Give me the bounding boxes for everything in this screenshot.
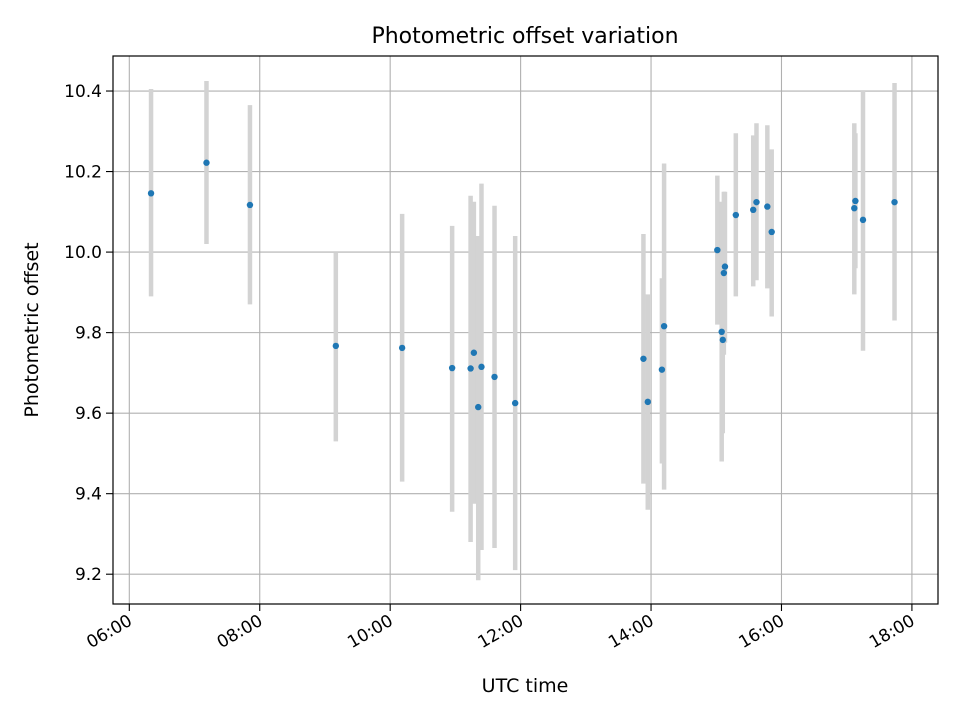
y-tick-label: 9.2 — [75, 565, 102, 585]
grid — [113, 56, 938, 604]
data-point — [750, 206, 757, 214]
data-point — [859, 216, 867, 224]
data-point — [467, 365, 474, 372]
x-axis-label: UTC time — [482, 675, 569, 697]
data-point — [768, 228, 775, 236]
data-point — [721, 263, 729, 270]
y-axis-ticks: 9.2 9.4 9.6 9.8 10.0 10.2 10.4 — [64, 82, 113, 585]
data-point — [891, 198, 898, 206]
data-point — [753, 198, 760, 206]
data-point — [470, 349, 478, 356]
data-points — [147, 159, 898, 411]
data-point — [246, 201, 254, 209]
y-tick-label: 10.0 — [64, 243, 102, 263]
y-tick-label: 9.8 — [75, 324, 102, 344]
data-point — [714, 246, 721, 254]
data-point — [511, 399, 519, 407]
plot-area — [113, 56, 938, 604]
data-point — [718, 328, 725, 336]
data-point — [332, 342, 340, 350]
data-point — [478, 363, 485, 371]
data-point — [644, 398, 651, 406]
y-tick-label: 9.4 — [75, 485, 102, 505]
data-point — [851, 204, 858, 212]
y-tick-label: 10.2 — [64, 163, 102, 183]
y-tick-label: 9.6 — [75, 404, 102, 424]
data-point — [203, 159, 210, 166]
data-point — [491, 373, 498, 381]
plot-frame — [112, 55, 939, 605]
data-point — [475, 403, 482, 411]
data-point — [764, 203, 771, 210]
y-tick-label: 10.4 — [64, 82, 102, 102]
chart-title: Photometric offset variation — [371, 24, 678, 49]
data-point — [852, 197, 859, 205]
data-point — [720, 269, 728, 277]
data-point — [719, 336, 726, 344]
data-point — [448, 364, 456, 372]
data-point — [660, 322, 668, 330]
data-point — [147, 190, 155, 197]
data-point — [732, 211, 740, 219]
y-axis-label: Photometric offset — [21, 242, 43, 417]
data-point — [398, 344, 406, 352]
data-point — [658, 366, 666, 373]
data-point — [640, 355, 647, 362]
